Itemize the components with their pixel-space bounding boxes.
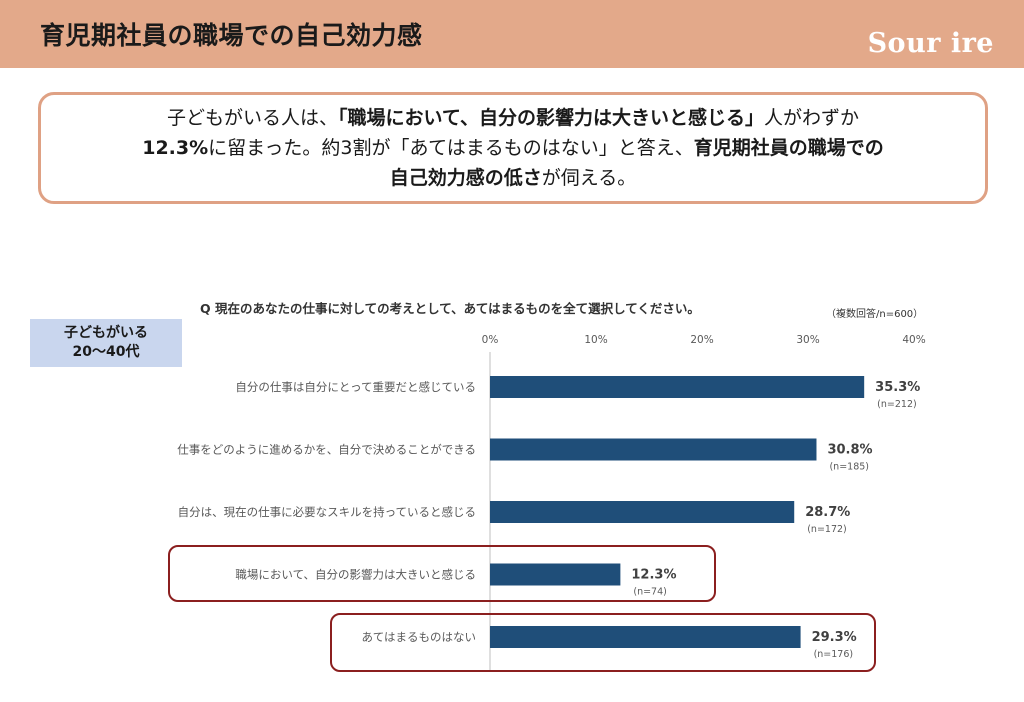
category-label: 自分は、現在の仕事に必要なスキルを持っていると感じる xyxy=(178,505,476,519)
summary-box: 子どもがいる人は、「職場において、自分の影響力は大きいと感じる」人がわずか 12… xyxy=(38,92,988,204)
value-label: 28.7% xyxy=(805,505,850,520)
n-label: (n=176) xyxy=(814,649,854,660)
segment-label-line: 子どもがいる xyxy=(64,325,148,341)
summary-line-3: 自己効力感の低さが伺える。 xyxy=(390,163,636,193)
n-label: (n=172) xyxy=(807,524,847,535)
brand-logo: Sour ire xyxy=(867,28,994,59)
category-label: 仕事をどのように進めるかを、自分で決めることができる xyxy=(177,443,476,457)
x-tick-label: 20% xyxy=(690,334,713,346)
summary-text: 子どもがいる人は、 xyxy=(166,107,338,129)
bar xyxy=(490,563,621,586)
question-note: （複数回答/n=600） xyxy=(826,309,924,320)
value-label: 29.3% xyxy=(812,630,857,645)
bar xyxy=(490,438,817,461)
x-tick-label: 30% xyxy=(796,334,819,346)
n-label: (n=212) xyxy=(877,399,917,410)
header-bar: 育児期社員の職場での自己効力感 Sour ire xyxy=(0,0,1024,68)
value-label: 35.3% xyxy=(875,380,920,395)
summary-text: 人がわずか xyxy=(763,107,859,129)
page-title: 育児期社員の職場での自己効力感 xyxy=(40,21,423,50)
question-text: Q 現在のあなたの仕事に対しての考えとして、あてはまるものを全て選択してください… xyxy=(200,301,700,316)
value-label: 12.3% xyxy=(631,568,676,583)
summary-text: が伺える。 xyxy=(541,167,637,189)
x-tick-label: 10% xyxy=(584,334,607,346)
n-label: (n=74) xyxy=(633,587,666,598)
summary-emphasis: 12.3% xyxy=(142,137,209,159)
bar xyxy=(490,376,865,398)
n-label: (n=185) xyxy=(829,462,869,473)
x-tick-label: 40% xyxy=(902,334,925,346)
bar xyxy=(490,501,795,523)
category-label: あてはまるものはない xyxy=(361,630,476,644)
summary-emphasis: 「職場において、自分の影響力は大きいと感じる」 xyxy=(338,107,764,129)
bar xyxy=(490,626,801,648)
summary-line-2: 12.3%に留まった。約3割が「あてはまるものはない」と答え、育児期社員の職場で… xyxy=(142,133,884,163)
highlight-frame-influence xyxy=(168,545,716,602)
highlight-frame-none xyxy=(330,613,876,672)
summary-text: に留まった。約3割が「あてはまるものはない」と答え、 xyxy=(208,137,694,159)
category-label: 職場において、自分の影響力は大きいと感じる xyxy=(235,568,476,582)
segment-label-line: 20～40代 xyxy=(72,344,140,360)
summary-emphasis: 育児期社員の職場での xyxy=(693,137,884,159)
value-label: 30.8% xyxy=(827,443,872,458)
x-tick-label: 0% xyxy=(482,334,499,346)
summary-emphasis: 自己効力感の低さ xyxy=(389,167,542,189)
summary-line-1: 子どもがいる人は、「職場において、自分の影響力は大きいと感じる」人がわずか xyxy=(167,103,859,133)
segment-label: 子どもがいる 20～40代 xyxy=(30,319,182,367)
category-label: 自分の仕事は自分にとって重要だと感じている xyxy=(235,380,476,394)
